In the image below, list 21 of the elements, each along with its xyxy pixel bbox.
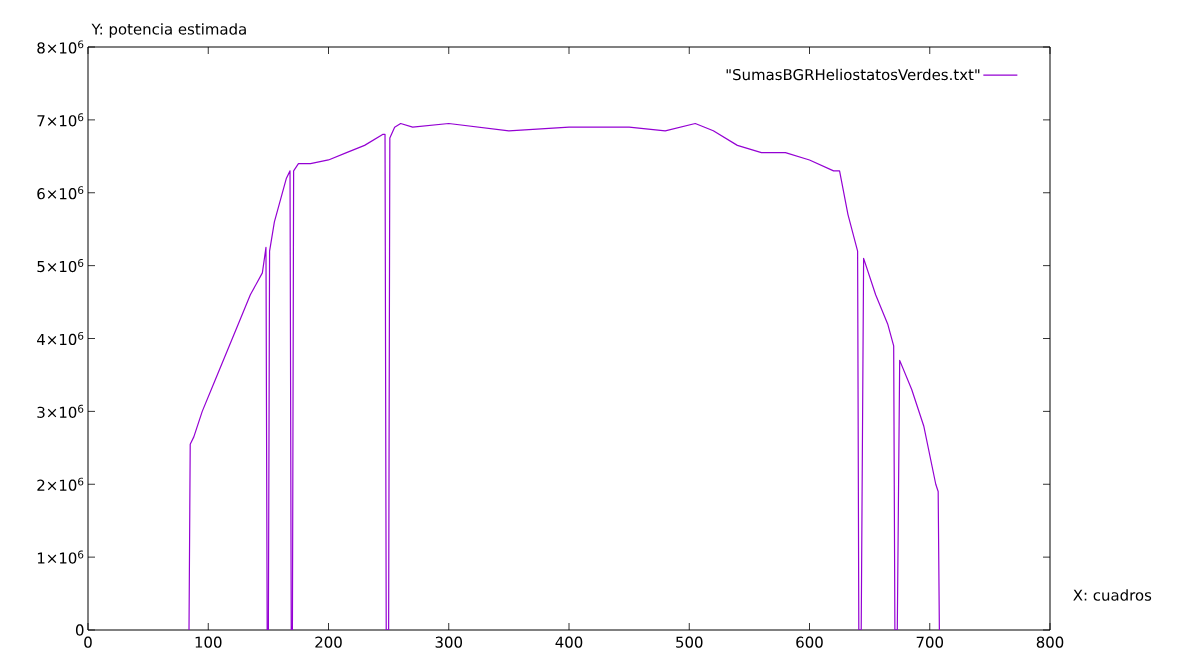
y-axis-title: Y: potencia estimada [91, 23, 246, 38]
y-tick-label: 4×10$^{6}$ [37, 331, 84, 346]
y-tick-label: 8×10$^{6}$ [37, 40, 84, 54]
y-tick-label: 0 [75, 624, 84, 636]
x-tick-label: 500 [676, 636, 703, 648]
x-tick-label: 400 [555, 636, 583, 648]
x-axis-title: X: cuadros [1073, 589, 1152, 601]
y-tick-label: 3×10$^{6}$ [37, 404, 84, 418]
x-tick-label: 700 [916, 636, 944, 648]
y-tick-label: 6×10$^{6}$ [37, 186, 84, 200]
x-tick-label: 300 [435, 636, 463, 648]
legend-label: "SumasBGRHeliostatosVerdes.txt" [726, 68, 980, 81]
y-tick-label: 5×10$^{6}$ [37, 259, 84, 273]
y-tick-label: 1×10$^{6}$ [37, 550, 84, 564]
x-tick-label: 800 [1036, 636, 1064, 648]
x-tick-label: 600 [796, 636, 823, 648]
x-tick-label: 200 [315, 636, 342, 648]
x-tick-label: 0 [84, 636, 92, 648]
y-tick-label: 7×10$^{6}$ [37, 113, 84, 127]
y-tick-label: 2×10$^{6}$ [37, 477, 84, 491]
x-tick-label: 100 [195, 636, 222, 648]
